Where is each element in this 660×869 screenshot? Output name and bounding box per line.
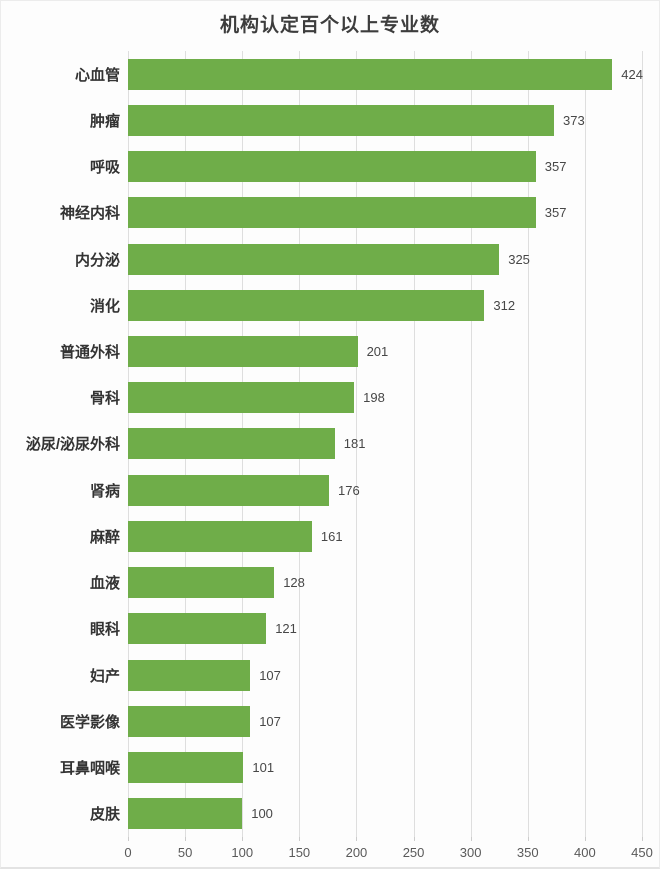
bar-row: 181 (128, 421, 642, 467)
value-label: 161 (320, 528, 343, 544)
bar (128, 151, 536, 183)
bar (128, 613, 267, 645)
value-label: 128 (283, 575, 305, 591)
x-tick-mark (128, 837, 129, 841)
bar-row: 128 (128, 560, 642, 606)
category-label: 普通外科 (59, 344, 120, 362)
bar-row: 161 (128, 513, 642, 559)
gridline (584, 51, 586, 837)
category-label: 呼吸 (89, 159, 120, 177)
value-label: 101 (252, 760, 275, 776)
value-label: 121 (275, 621, 297, 637)
x-tick-mark (356, 837, 358, 841)
value-label: 100 (251, 806, 273, 822)
bar-row: 201 (128, 328, 642, 374)
chart-title: 机构认定百个以上专业数 (219, 15, 440, 36)
gridline (470, 51, 472, 837)
bar (128, 104, 555, 136)
category-label: 消化 (89, 297, 120, 315)
x-tick-label: 400 (574, 845, 596, 860)
category-label: 耳鼻咽喉 (59, 760, 120, 778)
x-tick-label: 200 (345, 845, 368, 860)
x-tick-mark (584, 837, 586, 841)
x-tick-label: 100 (231, 845, 254, 860)
x-tick-label: 300 (459, 845, 482, 860)
bar-row: 101 (128, 745, 642, 791)
bar (128, 289, 485, 321)
bar-row: 121 (128, 606, 642, 652)
value-label: 325 (508, 251, 530, 267)
bar-row: 325 (128, 236, 642, 282)
x-tick-label: 450 (631, 845, 653, 860)
category-label: 骨科 (89, 390, 120, 408)
value-label: 201 (366, 344, 389, 360)
gridline (642, 51, 643, 837)
category-label: 血液 (89, 575, 120, 593)
bar-row: 312 (128, 282, 642, 328)
x-tick-label: 150 (288, 845, 311, 860)
value-label: 176 (338, 482, 360, 498)
x-tick-mark (413, 837, 415, 841)
bar-row: 357 (128, 143, 642, 189)
category-label: 皮肤 (89, 806, 120, 824)
bar (128, 382, 355, 414)
x-tick-label: 0 (124, 845, 132, 860)
category-label: 麻醉 (89, 528, 120, 546)
bar (128, 520, 312, 552)
bar-row: 107 (128, 698, 642, 744)
bar (128, 336, 358, 368)
bar-row: 373 (128, 97, 642, 143)
bar (128, 197, 536, 229)
bar (128, 243, 500, 275)
value-label: 357 (544, 159, 567, 175)
value-label: 107 (259, 667, 281, 683)
category-label: 医学影像 (59, 713, 120, 731)
value-label: 312 (493, 297, 516, 313)
x-tick-label: 350 (516, 845, 539, 860)
bar (128, 58, 613, 90)
value-label: 373 (563, 112, 585, 128)
category-label: 内分泌 (74, 251, 120, 269)
value-label: 107 (259, 713, 281, 729)
value-label: 181 (343, 436, 366, 452)
bar-row: 357 (128, 190, 642, 236)
gridline (413, 51, 415, 837)
bar (128, 567, 275, 599)
category-label: 心血管 (74, 66, 120, 84)
x-tick-mark (527, 837, 529, 841)
bar-row: 198 (128, 375, 642, 421)
category-label: 肿瘤 (89, 112, 120, 130)
x-tick-mark (185, 837, 187, 841)
bar (128, 474, 330, 506)
x-tick-label: 250 (402, 845, 425, 860)
x-tick-mark (470, 837, 472, 841)
gridline (527, 51, 529, 837)
bar (128, 752, 244, 784)
bars-layer: 424 373 357 357 325 312 201 198 181 176 161 128 121 1… (128, 51, 643, 837)
category-label: 妇产 (89, 667, 120, 685)
bar-row: 100 (128, 791, 642, 837)
bar (128, 659, 251, 691)
value-label: 357 (544, 205, 567, 221)
bar (128, 428, 335, 460)
x-tick-mark (299, 837, 301, 841)
bar (128, 798, 243, 830)
category-axis: 心血管肿瘤呼吸神经内科内分泌消化普通外科骨科泌尿/泌尿外科肾病麻醉血液眼科妇产医… (1, 51, 120, 837)
category-label: 泌尿/泌尿外科 (25, 436, 120, 454)
bar-row: 176 (128, 467, 642, 513)
bar (128, 705, 251, 737)
value-label: 198 (363, 390, 385, 406)
bar-row: 424 (128, 51, 643, 97)
plot-area: 424 373 357 357 325 312 201 198 181 176 161 128 121 1… (124, 51, 653, 860)
x-tick-mark (242, 837, 244, 841)
x-tick-mark (642, 837, 643, 841)
value-label: 424 (621, 66, 643, 82)
gridline (356, 51, 358, 837)
category-label: 眼科 (89, 621, 120, 639)
bar-row: 107 (128, 652, 642, 698)
x-tick-label: 50 (177, 845, 193, 860)
category-label: 神经内科 (59, 205, 120, 223)
category-label: 肾病 (89, 482, 120, 500)
